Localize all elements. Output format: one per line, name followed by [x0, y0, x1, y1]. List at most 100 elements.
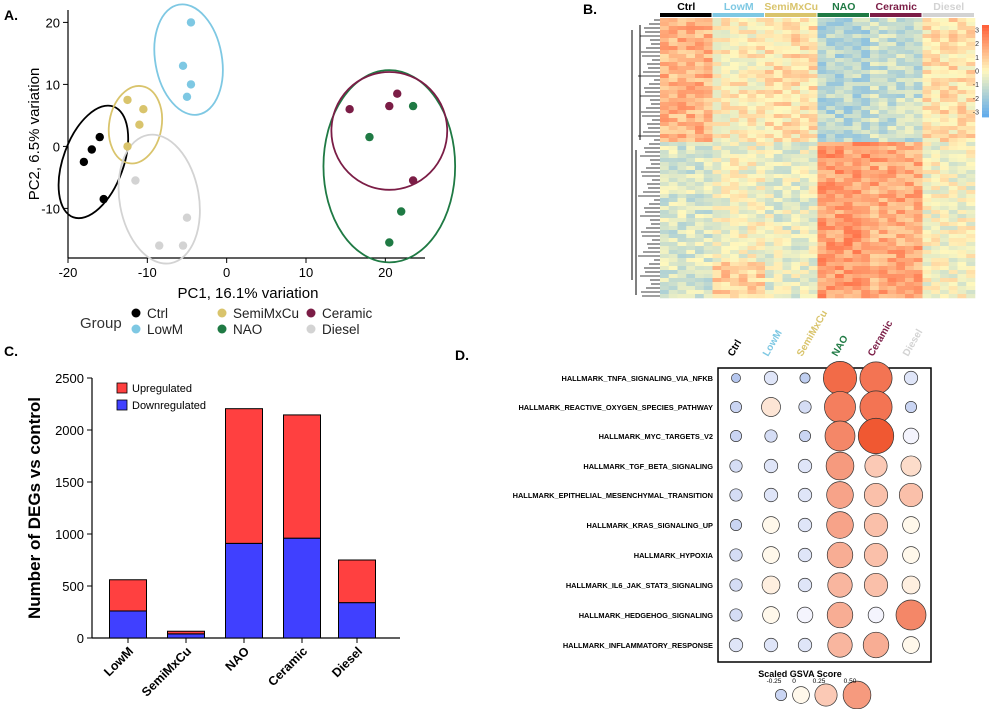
- heatmap-cell: [852, 270, 862, 275]
- heatmap-cell: [808, 30, 818, 35]
- heatmap-cell: [878, 54, 888, 59]
- heatmap-cell: [808, 126, 818, 131]
- heatmap-cell: [835, 294, 845, 299]
- heatmap-cell: [896, 26, 906, 31]
- heatmap-cell: [773, 210, 783, 215]
- heatmap-cell: [747, 230, 757, 235]
- heatmap-cell: [905, 94, 915, 99]
- heatmap-cell: [870, 290, 880, 295]
- heatmap-cell: [896, 186, 906, 191]
- heatmap-cell: [817, 18, 827, 23]
- heatmap-cell: [817, 42, 827, 47]
- heatmap-cell: [668, 66, 678, 71]
- heatmap-cell: [695, 222, 705, 227]
- heatmap-cell: [773, 174, 783, 179]
- heatmap-cell: [922, 286, 932, 291]
- heatmap-cell: [747, 170, 757, 175]
- heatmap-cell: [703, 294, 713, 299]
- heatmap-cell: [721, 278, 731, 283]
- heatmap-cell: [922, 114, 932, 119]
- heatmap-cell: [773, 50, 783, 55]
- heatmap-cell: [843, 142, 853, 147]
- heatmap-cell: [931, 290, 941, 295]
- heatmap-cell: [940, 154, 950, 159]
- heatmap-cell: [870, 94, 880, 99]
- heatmap-cell: [870, 142, 880, 147]
- heatmap-cell: [948, 102, 958, 107]
- heatmap-cell: [887, 162, 897, 167]
- heatmap-cell: [800, 134, 810, 139]
- heatmap-cell: [826, 254, 836, 259]
- heatmap-cell: [905, 290, 915, 295]
- heatmap-cell: [756, 134, 766, 139]
- gsva-bubble: [797, 517, 813, 533]
- heatmap-cell: [835, 34, 845, 39]
- heatmap-cell: [878, 258, 888, 263]
- heatmap-cell: [668, 62, 678, 67]
- heatmap-cell: [721, 266, 731, 271]
- heatmap-cell: [931, 102, 941, 107]
- heatmap-cell: [887, 254, 897, 259]
- heatmap-cell: [957, 226, 967, 231]
- heatmap-cell: [896, 90, 906, 95]
- heatmap-cell: [686, 242, 696, 247]
- heatmap-cell: [835, 222, 845, 227]
- heatmap-cell: [738, 58, 748, 63]
- heatmap-cell: [765, 258, 775, 263]
- heatmap-cell: [800, 218, 810, 223]
- heatmap-cell: [730, 166, 740, 171]
- heatmap-cell: [677, 206, 687, 211]
- bubble-row-label: HALLMARK_HYPOXIA: [634, 551, 714, 560]
- pca-point-ctrl: [87, 145, 97, 154]
- heatmap-cell: [721, 162, 731, 167]
- heatmap-cell: [878, 78, 888, 83]
- heatmap-cell: [948, 198, 958, 203]
- heatmap-cell: [843, 202, 853, 207]
- heatmap-cell: [721, 22, 731, 27]
- heatmap-cell: [922, 150, 932, 155]
- heatmap-cell: [791, 234, 801, 239]
- heatmap-cell: [695, 210, 705, 215]
- heatmap-cell: [826, 86, 836, 91]
- heatmap-cell: [966, 22, 976, 27]
- heatmap-cell: [756, 118, 766, 123]
- heatmap-cell: [940, 250, 950, 255]
- heatmap-cell: [808, 246, 818, 251]
- heatmap-cell: [896, 270, 906, 275]
- heatmap-cell: [703, 290, 713, 295]
- heatmap-cell: [721, 82, 731, 87]
- heatmap-cell: [668, 22, 678, 27]
- heatmap-cell: [887, 70, 897, 75]
- heatmap-cell: [843, 34, 853, 39]
- heatmap-cell: [695, 70, 705, 75]
- heatmap-cell: [677, 78, 687, 83]
- heatmap-cell: [668, 110, 678, 115]
- heatmap-cell: [695, 162, 705, 167]
- heatmap-cell: [800, 58, 810, 63]
- heatmap-cell: [896, 146, 906, 151]
- heatmap-cell: [948, 246, 958, 251]
- heatmap-cell: [870, 202, 880, 207]
- heatmap-cell: [782, 126, 792, 131]
- heatmap-cell: [765, 210, 775, 215]
- heatmap-cell: [808, 158, 818, 163]
- heatmap-cell: [887, 102, 897, 107]
- heatmap-cell: [896, 198, 906, 203]
- heatmap-cell: [686, 210, 696, 215]
- heatmap-cell: [668, 166, 678, 171]
- gsva-bubble: [729, 459, 743, 473]
- heatmap-cell: [905, 230, 915, 235]
- heatmap-cell: [826, 154, 836, 159]
- heatmap-cell: [695, 62, 705, 67]
- heatmap-cell: [677, 66, 687, 71]
- heatmap-cell: [791, 142, 801, 147]
- heatmap-cell: [878, 74, 888, 79]
- heatmap-cell: [861, 162, 871, 167]
- heatmap-cell: [931, 74, 941, 79]
- heatmap-cell: [721, 246, 731, 251]
- heatmap-cell: [966, 62, 976, 67]
- heatmap-cell: [730, 118, 740, 123]
- heatmap-cell: [913, 42, 923, 47]
- heatmap-scale-tick: -1: [973, 82, 979, 89]
- heatmap-cell: [677, 126, 687, 131]
